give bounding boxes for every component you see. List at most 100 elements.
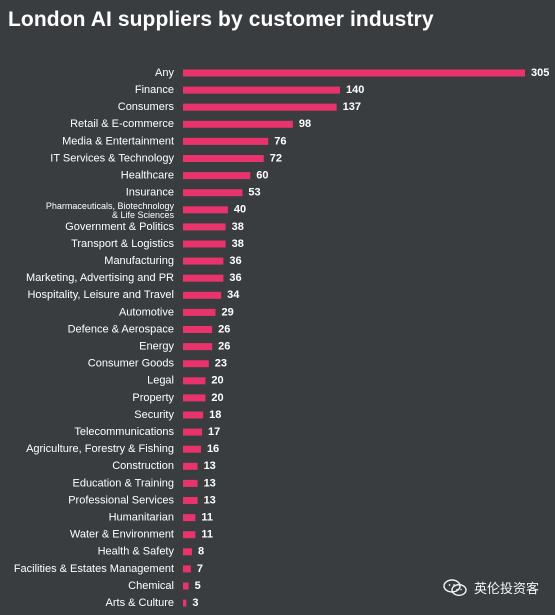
category-label: Humanitarian [109,512,174,524]
value-label: 26 [218,341,230,353]
category-label: Defence & Aerospace [68,323,174,335]
category-label: Retail & E-commerce [70,118,174,130]
value-label: 11 [201,529,213,541]
category-label: IT Services & Technology [50,152,174,164]
value-label: 7 [197,563,203,575]
bar [183,291,222,299]
bar [183,69,525,77]
value-label: 137 [343,101,361,113]
category-label: Finance [135,84,174,96]
category-label: Education & Training [72,477,174,489]
bar [183,599,187,607]
bar [183,582,189,590]
bar [183,137,269,145]
value-label: 13 [204,477,216,489]
bar [183,360,209,368]
bar [183,274,224,282]
value-label: 5 [195,580,201,592]
category-label: Energy [139,341,174,353]
value-label: 40 [234,204,246,216]
bar [183,479,198,487]
category-label: Any [155,67,174,79]
value-label: 23 [215,358,227,370]
category-label: Construction [112,460,174,472]
value-label: 29 [222,306,234,318]
bar [183,428,203,436]
category-label: Hospitality, Leisure and Travel [27,289,174,301]
watermark: 英伦投资客 [443,578,539,597]
bar [183,206,228,214]
chart-title: London AI suppliers by customer industry [8,8,434,31]
value-label: 60 [256,170,268,182]
value-label: 20 [211,375,223,387]
watermark-text: 英伦投资客 [473,581,539,596]
bar [183,103,337,111]
value-label: 16 [207,443,219,455]
category-label: Professional Services [68,494,174,506]
bar [183,326,213,333]
bar [183,462,198,470]
value-label: 98 [299,118,311,130]
category-label: Telecommunications [74,426,174,438]
category-label: Marketing, Advertising and PR [26,272,174,284]
value-label: 18 [209,409,221,421]
value-label: 13 [204,494,216,506]
category-label: Government & Politics [65,221,174,233]
bar [183,445,201,453]
category-label: Agriculture, Forestry & Fishing [26,443,174,455]
bar [183,514,196,522]
category-label: Security [134,409,174,421]
value-label: 38 [232,238,244,250]
value-label: 26 [218,323,230,335]
bar [183,223,226,231]
value-label: 36 [229,255,241,267]
bar [183,377,206,385]
value-label: 305 [531,67,549,79]
category-label: Consumers [118,101,175,113]
value-label: 72 [270,152,282,164]
bar [183,497,198,504]
value-label: 13 [204,460,216,472]
bar [183,343,213,351]
bar [183,308,216,316]
value-label: 140 [346,84,364,96]
category-label: Arts & Culture [106,597,174,609]
category-label: Facilities & Estates Management [14,563,174,575]
wechat-icon [443,578,467,596]
category-label: Manufacturing [104,255,174,267]
value-label: 3 [192,597,198,609]
category-label: Healthcare [121,170,174,182]
bar [183,189,243,197]
value-label: 11 [201,512,213,524]
bar [183,155,264,162]
category-label: Chemical [128,580,174,592]
category-label: Water & Environment [70,529,174,541]
bar [183,86,340,94]
category-label: Insurance [126,187,174,199]
bar [183,240,226,248]
category-label: Media & Entertainment [62,135,174,147]
bar [183,172,251,180]
category-label: Legal [147,375,174,387]
bar [183,548,192,556]
bar [183,531,196,539]
category-label: Property [132,392,174,404]
value-label: 53 [248,187,260,199]
bar [183,394,206,402]
category-label: Pharmaceuticals, Biotechnology & Life Sci… [46,201,175,220]
value-label: 38 [232,221,244,233]
category-label: Automotive [119,306,174,318]
bar [183,257,224,265]
value-label: 76 [274,135,286,147]
category-label: Consumer Goods [88,358,175,370]
bar [183,120,293,128]
value-label: 17 [208,426,220,438]
value-label: 36 [229,272,241,284]
value-label: 20 [211,392,223,404]
bar [183,411,204,419]
value-label: 8 [198,546,204,558]
bar [183,565,191,573]
category-label: Transport & Logistics [71,238,174,250]
